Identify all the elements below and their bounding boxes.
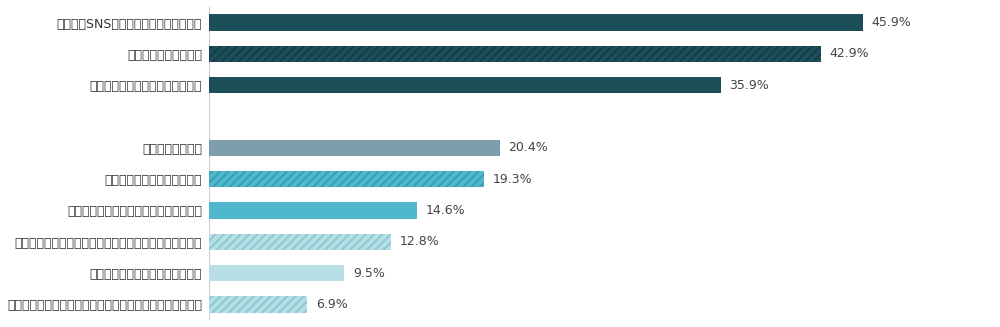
Bar (209, 46, 821, 62)
Text: 45.9%: 45.9% (872, 16, 912, 29)
Bar (209, 77, 721, 94)
Bar (209, 265, 344, 281)
Bar (209, 233, 391, 250)
Bar (209, 171, 484, 187)
Text: 35.9%: 35.9% (729, 79, 769, 92)
Text: 9.5%: 9.5% (353, 267, 385, 280)
Bar (209, 296, 307, 313)
Bar (209, 202, 417, 219)
Text: 20.4%: 20.4% (508, 141, 548, 154)
Bar (209, 46, 821, 62)
Text: 6.9%: 6.9% (316, 298, 348, 311)
Bar (209, 140, 500, 156)
Bar (209, 296, 307, 313)
Bar (209, 14, 863, 31)
Bar (209, 171, 484, 187)
Bar (209, 233, 391, 250)
Text: 12.8%: 12.8% (400, 235, 440, 248)
Text: 19.3%: 19.3% (493, 173, 532, 186)
Text: 14.6%: 14.6% (426, 204, 465, 217)
Text: 42.9%: 42.9% (829, 47, 869, 60)
